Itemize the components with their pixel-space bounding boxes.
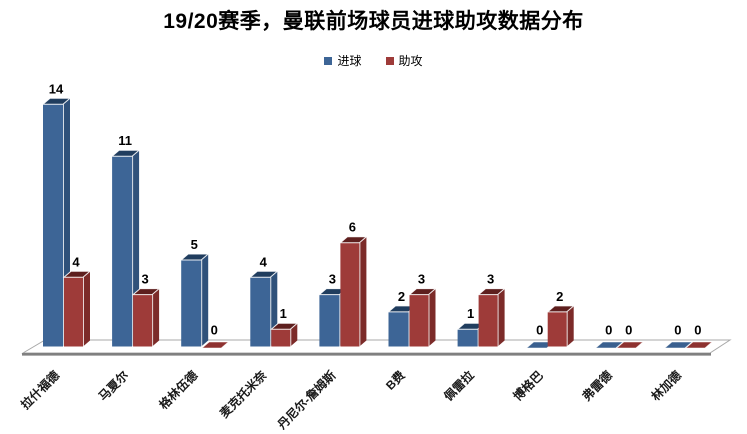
bar-top-face <box>131 288 161 296</box>
bar-front-face <box>319 294 340 347</box>
bar-zero-face <box>201 341 230 349</box>
bar-top-face <box>41 97 72 105</box>
bar-top-face <box>269 322 299 330</box>
value-label: 0 <box>674 323 681 338</box>
value-label: 5 <box>191 237 198 252</box>
bar-side-face <box>152 288 160 347</box>
bar-group-6: 23 B费 <box>382 272 437 393</box>
bar-top-face <box>179 253 210 261</box>
value-label: 3 <box>487 272 494 287</box>
bar-side-face <box>428 288 436 347</box>
category-label: 丹尼尔-詹姆斯 <box>274 368 338 432</box>
bar-zero-face <box>594 341 624 349</box>
bar-top-face <box>110 149 141 157</box>
bar-zero-face <box>615 341 644 349</box>
bar-group-10: 0 0 林加德 <box>648 323 713 404</box>
bar-front-face <box>43 104 63 347</box>
bar-front-face <box>340 242 360 347</box>
bar-top-face <box>546 305 576 313</box>
bar-side-face <box>83 271 90 347</box>
bar-zero-face <box>684 341 713 349</box>
category-label: 林加德 <box>648 368 684 404</box>
bar-top-face <box>477 288 506 296</box>
bar-front-face <box>64 277 83 347</box>
value-label: 0 <box>625 323 632 338</box>
value-label: 6 <box>349 220 356 235</box>
value-label: 1 <box>280 306 287 321</box>
value-label: 0 <box>605 323 612 338</box>
bar-front-face <box>133 294 153 347</box>
value-label: 4 <box>72 254 80 269</box>
bar-front-face <box>478 294 498 347</box>
bar-side-face <box>359 236 367 347</box>
value-label: 3 <box>418 272 425 287</box>
value-label: 11 <box>118 133 132 148</box>
bar-front-face <box>271 329 291 347</box>
chart-title: 19/20赛季，曼联前场球员进球助攻数据分布 <box>163 10 584 33</box>
category-label: 格林伍德 <box>156 368 201 413</box>
bar-side-face <box>566 305 574 347</box>
value-label: 0 <box>694 323 701 338</box>
bar-top-face <box>339 236 368 244</box>
bar-front-face <box>409 294 429 347</box>
category-label: 佩雷拉 <box>441 368 477 404</box>
bar-front-face <box>547 311 567 347</box>
legend-item-assists: 助攻 <box>385 52 423 69</box>
bar-front-face <box>112 156 133 347</box>
legend-item-goals: 进球 <box>324 52 362 69</box>
bar-group-7: 1 3 佩雷拉 <box>441 272 506 404</box>
bar-group-1: 14 4 拉什福德 <box>18 81 92 413</box>
value-label: 0 <box>536 323 543 338</box>
bar-front-face <box>457 329 478 347</box>
legend-label-assists: 助攻 <box>398 54 423 68</box>
bar-side-face <box>290 323 298 347</box>
value-label: 3 <box>141 272 148 287</box>
bar-front-face <box>388 311 409 347</box>
bar-side-face <box>201 254 209 347</box>
chart-legend: 进球 助攻 <box>0 52 747 69</box>
category-label: 弗雷德 <box>579 368 615 404</box>
bar-side-face <box>497 288 505 347</box>
value-label: 4 <box>260 254 268 269</box>
category-label: 麦克托米奈 <box>216 367 270 421</box>
category-label: B费 <box>382 368 407 393</box>
bar-zero-face <box>663 341 693 349</box>
bar-front-face <box>181 260 202 347</box>
category-label: 博格巴 <box>510 368 546 404</box>
bar-group-2: 11 3 马夏尔 <box>95 133 161 404</box>
value-label: 14 <box>49 81 64 96</box>
bar-group-3: 5 0 格林伍德 <box>156 237 230 413</box>
category-label: 拉什福德 <box>18 368 63 413</box>
value-label: 2 <box>398 289 405 304</box>
bar-top-face <box>408 288 437 296</box>
legend-label-goals: 进球 <box>337 54 362 68</box>
value-label: 2 <box>556 289 563 304</box>
assists-swatch-icon <box>385 56 394 65</box>
bar-top-face <box>62 270 92 278</box>
value-label: 3 <box>329 272 336 287</box>
value-label: 1 <box>467 306 474 321</box>
bar-group-4: 4 1 麦克托米奈 <box>216 254 299 421</box>
category-label: 马夏尔 <box>95 368 131 404</box>
bar-top-face <box>248 270 279 278</box>
value-label: 0 <box>211 323 218 338</box>
bar-group-9: 0 0 弗雷德 <box>579 323 644 404</box>
goals-swatch-icon <box>324 56 333 65</box>
bar-front-face <box>250 277 271 347</box>
